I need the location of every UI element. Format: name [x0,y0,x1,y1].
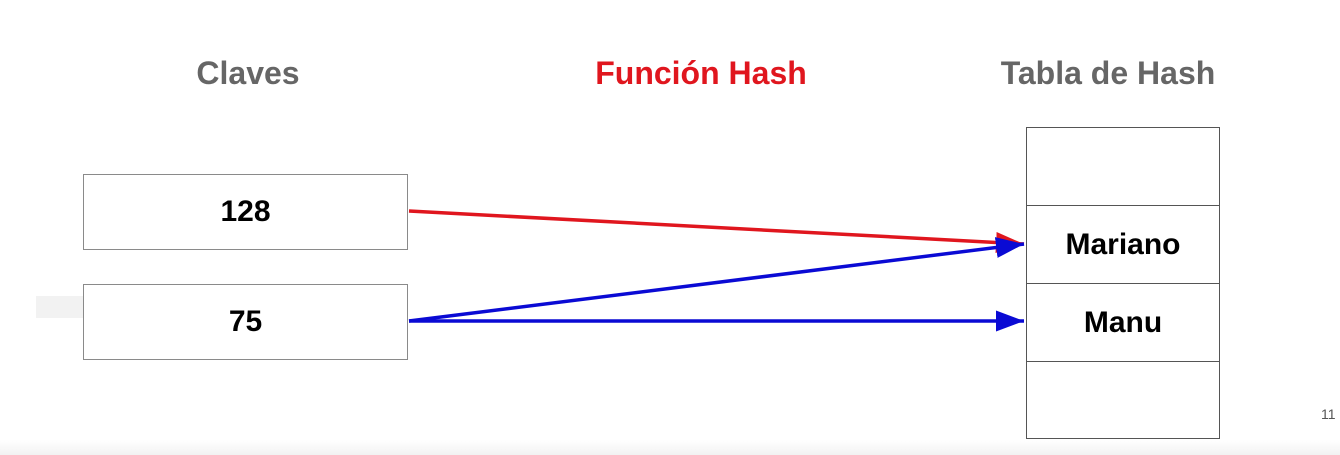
hash-slot-mariano: Mariano [1027,205,1219,283]
heading-hash-function: Función Hash [595,55,807,91]
key-box-128: 128 [83,174,408,250]
bottom-shade [0,440,1340,455]
hash-table: Mariano Manu [1026,127,1220,439]
heading-keys: Claves [196,55,300,91]
background-smudge [36,296,98,318]
heading-hash-table: Tabla de Hash [1000,55,1216,91]
key-box-75: 75 [83,284,408,360]
hash-slot-empty-bottom [1027,361,1219,439]
page-number: 11 [1321,406,1336,422]
arrow-75-to-mariano [408,237,1025,323]
arrow-128-to-mariano [408,209,1025,253]
hash-slot-manu: Manu [1027,283,1219,361]
